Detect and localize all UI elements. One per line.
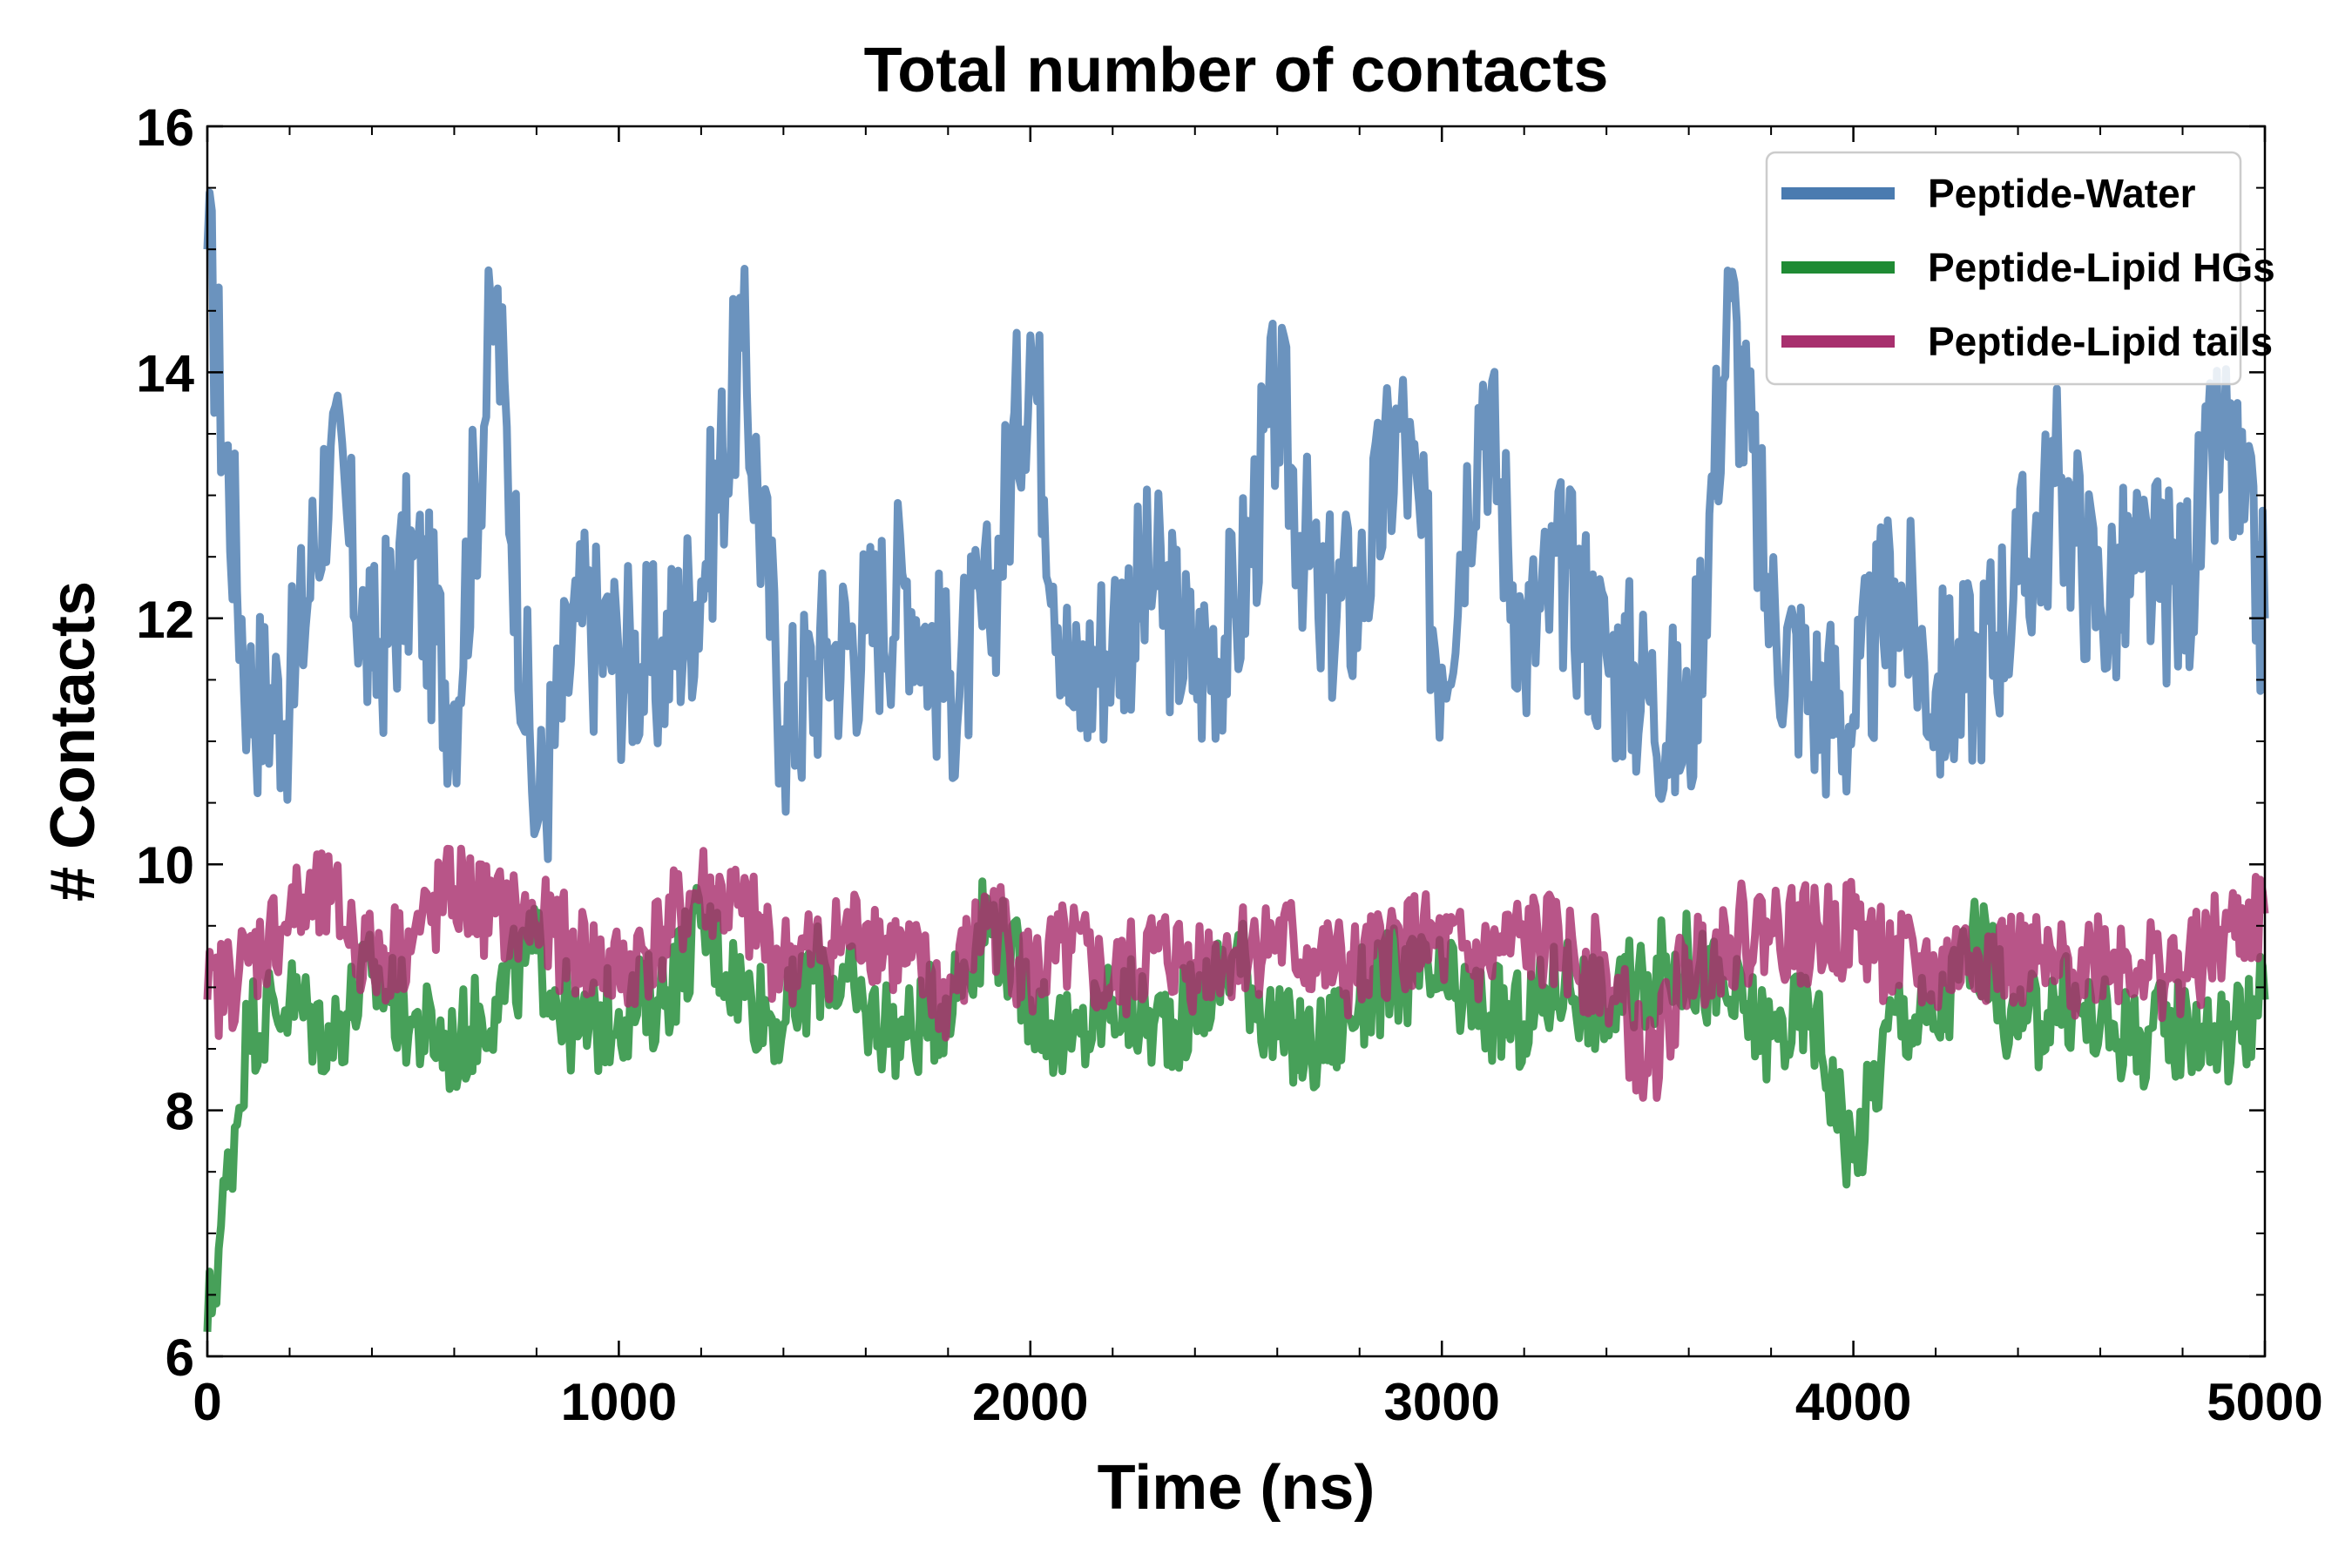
y-tick-label: 14: [136, 344, 194, 402]
x-tick-label: 1000: [561, 1373, 677, 1431]
chart-title: Total number of contacts: [864, 36, 1609, 105]
y-axis-label: # Contacts: [38, 581, 108, 902]
legend: Peptide-Water Peptide-Lipid HGs Peptide-Li…: [1765, 151, 2275, 386]
x-tick-label: 4000: [1795, 1373, 1911, 1431]
y-tick-label: 12: [136, 591, 194, 649]
series-line-peptide-lipid-tails: [203, 844, 2269, 1102]
y-tick-label: 8: [166, 1083, 194, 1141]
legend-label-peptide-lipid-hgs: Peptide-Lipid HGs: [1928, 245, 2275, 290]
y-tick-label: 10: [136, 836, 194, 895]
x-tick-label: 2000: [972, 1373, 1088, 1431]
x-tick-label: 3000: [1383, 1373, 1499, 1431]
series-line-peptide-water: [203, 188, 2269, 863]
x-axis-label: Time (ns): [1098, 1453, 1375, 1523]
ticks-layer: [206, 125, 2267, 1358]
legend-label-peptide-lipid-tails: Peptide-Lipid tails: [1928, 319, 2273, 364]
tick-labels-layer: 0 1000 2000 3000 4000 5000 6 8 10 12 14 16: [136, 98, 2322, 1431]
legend-box: [1765, 151, 2242, 386]
legend-entries: Peptide-Water Peptide-Lipid HGs Peptide-Li…: [1781, 171, 2275, 364]
x-tick-label: 5000: [2207, 1373, 2322, 1431]
x-tick-label: 0: [193, 1373, 221, 1431]
y-tick-label: 6: [166, 1328, 194, 1387]
y-tick-label: 16: [136, 98, 194, 157]
series-layer: [203, 188, 2269, 1332]
legend-label-peptide-water: Peptide-Water: [1928, 171, 2196, 216]
